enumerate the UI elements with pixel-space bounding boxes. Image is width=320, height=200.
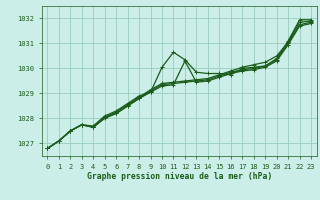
X-axis label: Graphe pression niveau de la mer (hPa): Graphe pression niveau de la mer (hPa) xyxy=(87,172,272,181)
